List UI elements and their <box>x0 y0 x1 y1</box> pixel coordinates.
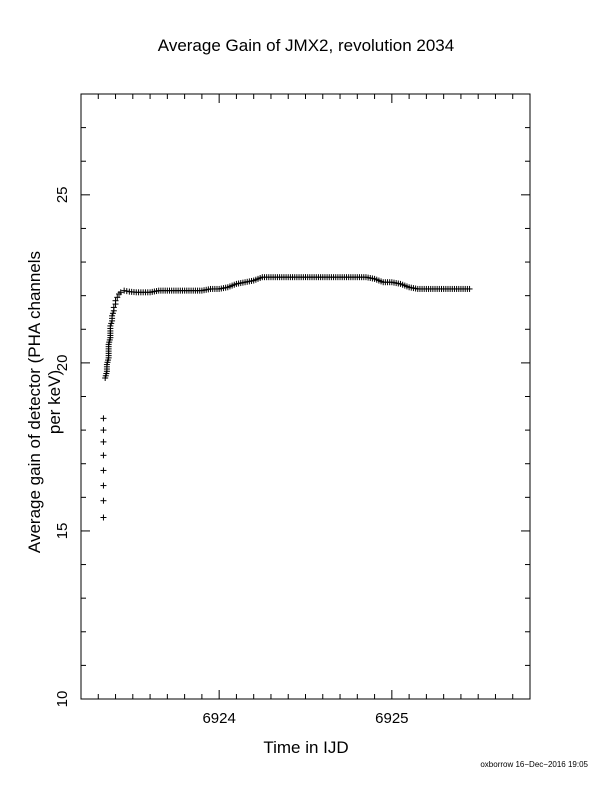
x-tick-label: 6925 <box>375 710 408 727</box>
data-point <box>100 467 107 474</box>
y-tick-label: 10 <box>54 691 71 708</box>
plot-frame <box>80 93 531 700</box>
data-point <box>109 312 116 319</box>
data-point <box>112 297 119 304</box>
tick-labels: 6924 6925 10 15 20 25 <box>54 186 409 727</box>
footer-credit: oxborrow 16−Dec−2016 19:05 <box>480 760 588 769</box>
data-points <box>100 274 473 521</box>
y-tick-label: 25 <box>54 186 71 203</box>
data-point <box>100 415 107 422</box>
data-point <box>123 288 130 295</box>
data-point <box>100 427 107 434</box>
data-point <box>100 497 107 504</box>
data-point <box>100 514 107 521</box>
y-tick-label: 15 <box>54 523 71 540</box>
data-point <box>110 304 117 311</box>
data-point <box>108 320 115 327</box>
chart-title: Average Gain of JMX2, revolution 2034 <box>157 36 455 55</box>
data-point <box>100 452 107 459</box>
data-point <box>100 482 107 489</box>
y-tick-label: 20 <box>54 355 71 372</box>
axis-ticks <box>81 94 530 699</box>
x-tick-label: 6924 <box>202 710 235 727</box>
data-point <box>466 285 473 292</box>
data-point <box>114 294 121 301</box>
data-point <box>121 287 128 294</box>
data-point <box>109 310 116 317</box>
y-axis-label: Average gain of detector (PHA channels p… <box>25 250 64 554</box>
data-point <box>107 322 114 329</box>
data-point <box>100 438 107 445</box>
data-point <box>117 289 124 296</box>
x-axis-label: Time in IJD <box>263 738 349 757</box>
